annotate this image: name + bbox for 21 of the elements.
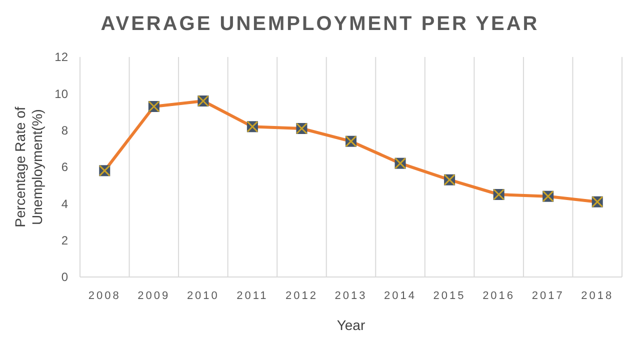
x-axis-title: Year <box>336 317 366 333</box>
x-tick-label: 2011 <box>236 290 268 302</box>
y-tick-label: 4 <box>61 196 68 211</box>
x-tick-label: 2010 <box>186 290 220 302</box>
y-tick-label: 2 <box>61 234 68 248</box>
y-tick-label: 0 <box>61 270 68 284</box>
x-tick-label: 2012 <box>285 290 318 302</box>
x-tick-label: 2008 <box>88 290 121 302</box>
chart-title: AVERAGE UNEMPLOYMENT PER YEAR <box>100 13 540 35</box>
x-tick-label: 2018 <box>581 290 614 302</box>
y-tick-label: 10 <box>54 86 68 101</box>
y-tick-label: 6 <box>61 160 68 174</box>
y-axis-title: Percentage Rate of Unemployment(%) <box>12 106 45 228</box>
x-tick-label: 2014 <box>384 290 417 302</box>
x-tick-label: 2013 <box>334 290 368 302</box>
x-tick-label: 2016 <box>482 290 516 302</box>
x-tick-label: 2015 <box>433 290 466 302</box>
y-tick-label: 8 <box>61 124 68 138</box>
x-tick-label: 2017 <box>532 290 564 302</box>
x-tick-label: 2009 <box>138 290 170 302</box>
y-tick-label: 12 <box>54 50 68 64</box>
